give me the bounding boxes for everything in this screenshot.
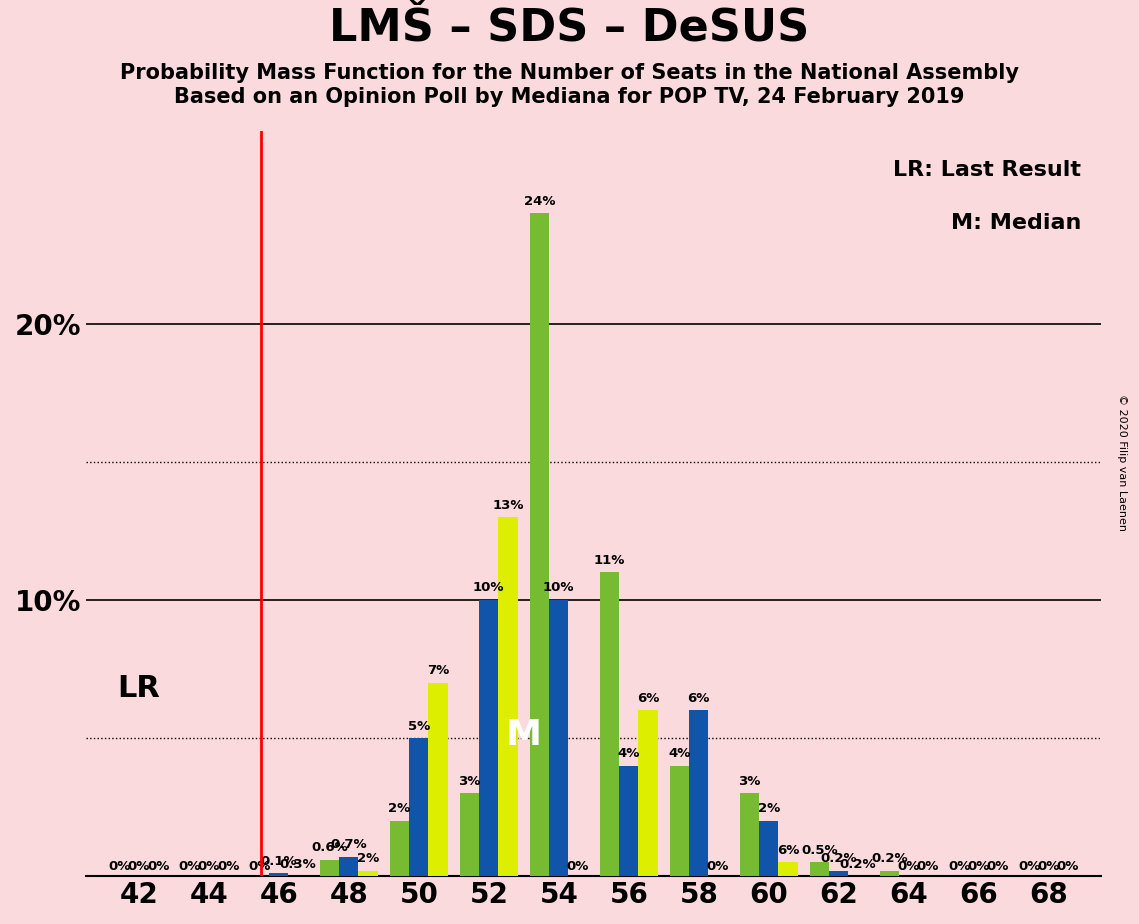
Bar — [689, 711, 708, 876]
Text: LMŠ – SDS – DeSUS: LMŠ – SDS – DeSUS — [329, 7, 810, 51]
Text: 13%: 13% — [492, 499, 524, 512]
Bar — [829, 870, 849, 876]
Bar — [549, 600, 568, 876]
Bar — [320, 859, 339, 876]
Text: 0%: 0% — [147, 860, 170, 873]
Text: 0.7%: 0.7% — [330, 838, 367, 851]
Text: Probability Mass Function for the Number of Seats in the National Assembly: Probability Mass Function for the Number… — [120, 63, 1019, 82]
Bar — [778, 862, 797, 876]
Text: LR: Last Result: LR: Last Result — [893, 161, 1081, 180]
Bar — [810, 862, 829, 876]
Text: 2%: 2% — [757, 802, 780, 815]
Text: 0.5%: 0.5% — [801, 844, 838, 857]
Bar — [600, 572, 620, 876]
Bar — [620, 766, 638, 876]
Bar — [530, 213, 549, 876]
Text: 2%: 2% — [388, 802, 411, 815]
Text: 0%: 0% — [216, 860, 239, 873]
Text: 11%: 11% — [593, 553, 625, 566]
Text: M: M — [506, 718, 542, 752]
Text: 0%: 0% — [567, 860, 589, 873]
Bar — [339, 857, 359, 876]
Text: 0%: 0% — [179, 860, 200, 873]
Text: 7%: 7% — [427, 664, 449, 677]
Text: 4%: 4% — [617, 748, 640, 760]
Text: 24%: 24% — [524, 195, 556, 208]
Text: 2%: 2% — [357, 852, 379, 865]
Text: 10%: 10% — [543, 581, 574, 594]
Text: 0%: 0% — [198, 860, 220, 873]
Bar — [670, 766, 689, 876]
Bar — [879, 870, 899, 876]
Bar — [409, 738, 428, 876]
Text: 6%: 6% — [777, 844, 800, 857]
Text: 0%: 0% — [128, 860, 150, 873]
Text: 3%: 3% — [738, 774, 761, 788]
Bar — [269, 873, 288, 876]
Text: 10%: 10% — [473, 581, 505, 594]
Text: 0%: 0% — [898, 860, 920, 873]
Text: 3%: 3% — [458, 774, 481, 788]
Bar — [480, 600, 499, 876]
Text: 0.2%: 0.2% — [820, 852, 857, 865]
Bar — [359, 870, 378, 876]
Text: 0%: 0% — [108, 860, 131, 873]
Text: LR: LR — [117, 674, 161, 702]
Bar — [390, 821, 409, 876]
Bar — [638, 711, 657, 876]
Bar — [740, 794, 759, 876]
Text: 0%: 0% — [967, 860, 990, 873]
Text: 0.6%: 0.6% — [311, 841, 347, 854]
Text: 0%: 0% — [917, 860, 940, 873]
Text: 0%: 0% — [1018, 860, 1041, 873]
Text: 0.3%: 0.3% — [280, 857, 317, 870]
Text: 0%: 0% — [1057, 860, 1079, 873]
Text: 0%: 0% — [707, 860, 729, 873]
Bar — [428, 683, 448, 876]
Text: 0%: 0% — [248, 860, 271, 873]
Text: 0%: 0% — [986, 860, 1009, 873]
Text: Based on an Opinion Poll by Mediana for POP TV, 24 February 2019: Based on an Opinion Poll by Mediana for … — [174, 88, 965, 107]
Text: 0.2%: 0.2% — [871, 852, 908, 865]
Bar — [499, 517, 518, 876]
Text: 4%: 4% — [669, 748, 690, 760]
Text: 6%: 6% — [688, 692, 710, 705]
Text: 6%: 6% — [637, 692, 659, 705]
Bar — [460, 794, 480, 876]
Text: M: Median: M: Median — [951, 213, 1081, 233]
Text: 5%: 5% — [408, 720, 429, 733]
Text: 0%: 0% — [1038, 860, 1060, 873]
Text: © 2020 Filip van Laenen: © 2020 Filip van Laenen — [1117, 394, 1126, 530]
Bar — [759, 821, 778, 876]
Text: 0.1%: 0.1% — [261, 855, 297, 868]
Text: 0%: 0% — [949, 860, 970, 873]
Text: 0.2%: 0.2% — [839, 857, 876, 870]
